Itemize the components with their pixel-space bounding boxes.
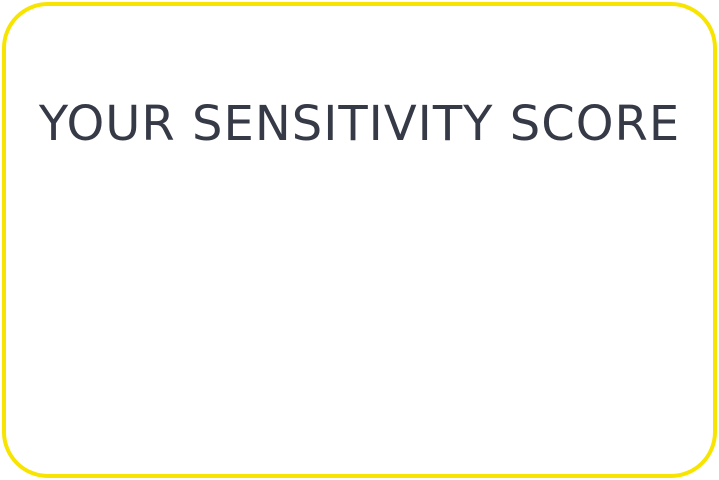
score-content-area [46, 176, 673, 434]
card-title: YOUR SENSITIVITY SCORE [38, 96, 681, 152]
